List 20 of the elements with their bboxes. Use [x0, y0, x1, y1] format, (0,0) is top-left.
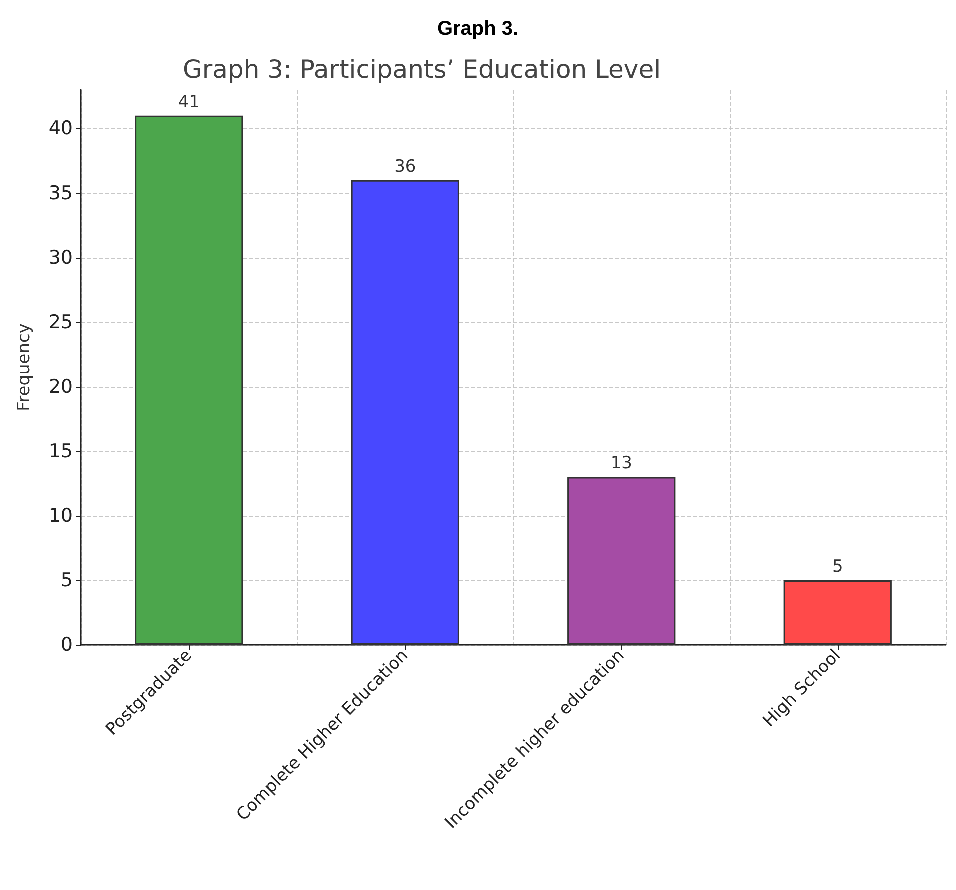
bar	[135, 116, 244, 645]
bar	[351, 180, 460, 645]
y-axis-title: Frequency	[14, 324, 34, 412]
y-tick-label: 10	[48, 504, 73, 527]
y-tick-label: 30	[48, 246, 73, 269]
y-tick-label: 40	[48, 118, 73, 140]
y-tick-label: 0	[60, 634, 73, 656]
y-tick-label: 35	[48, 182, 73, 204]
y-tick-label: 5	[60, 569, 73, 592]
bar	[784, 580, 892, 645]
data-label: 41	[178, 92, 200, 112]
chart-subtitle: Graph 3: Participants’ Education Level	[183, 55, 662, 84]
chart-title: Graph 3.	[437, 18, 519, 40]
y-tick-label: 20	[48, 376, 73, 398]
data-label: 36	[394, 156, 416, 177]
data-label: 5	[832, 556, 844, 577]
data-label: 13	[610, 454, 632, 474]
y-tick-label: 15	[48, 440, 73, 462]
bar	[568, 477, 676, 645]
y-tick-label: 25	[48, 311, 73, 334]
